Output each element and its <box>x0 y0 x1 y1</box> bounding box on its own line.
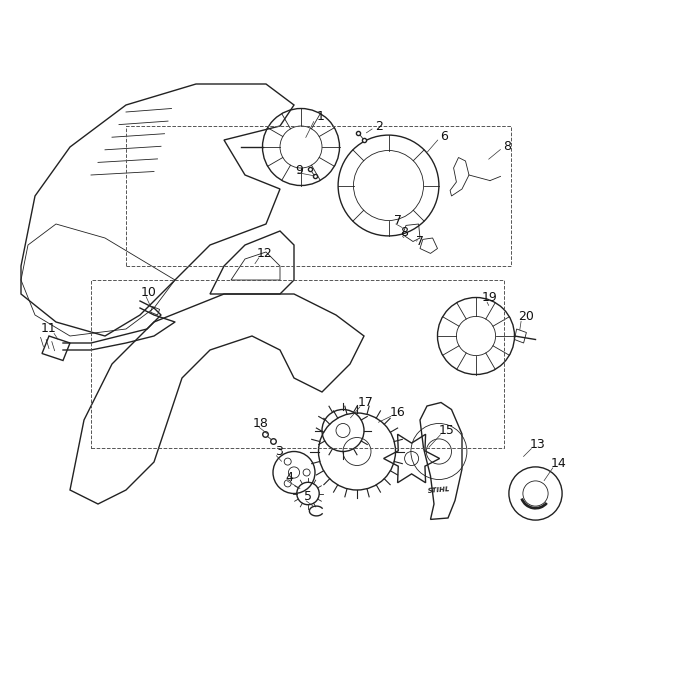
Text: 8: 8 <box>400 226 409 239</box>
Text: 10: 10 <box>141 286 157 299</box>
Text: 15: 15 <box>439 424 454 437</box>
Text: 17: 17 <box>358 396 374 409</box>
Text: 14: 14 <box>551 457 566 470</box>
Text: 12: 12 <box>257 247 272 260</box>
Text: 13: 13 <box>530 438 545 451</box>
Text: 7: 7 <box>393 214 402 227</box>
Text: 5: 5 <box>304 491 312 503</box>
Text: 20: 20 <box>519 310 534 323</box>
Text: 8: 8 <box>503 141 512 153</box>
Text: STIHL: STIHL <box>427 486 451 494</box>
Text: 2: 2 <box>375 120 384 132</box>
Text: 9: 9 <box>295 164 304 176</box>
Text: 7: 7 <box>416 235 424 248</box>
Text: 4: 4 <box>285 471 293 484</box>
Text: 1: 1 <box>316 111 325 123</box>
Text: 16: 16 <box>390 407 405 419</box>
Text: 3: 3 <box>274 445 283 458</box>
Text: 6: 6 <box>440 130 449 143</box>
Text: 11: 11 <box>41 323 57 335</box>
Text: 19: 19 <box>482 291 498 304</box>
Text: 18: 18 <box>253 417 269 430</box>
